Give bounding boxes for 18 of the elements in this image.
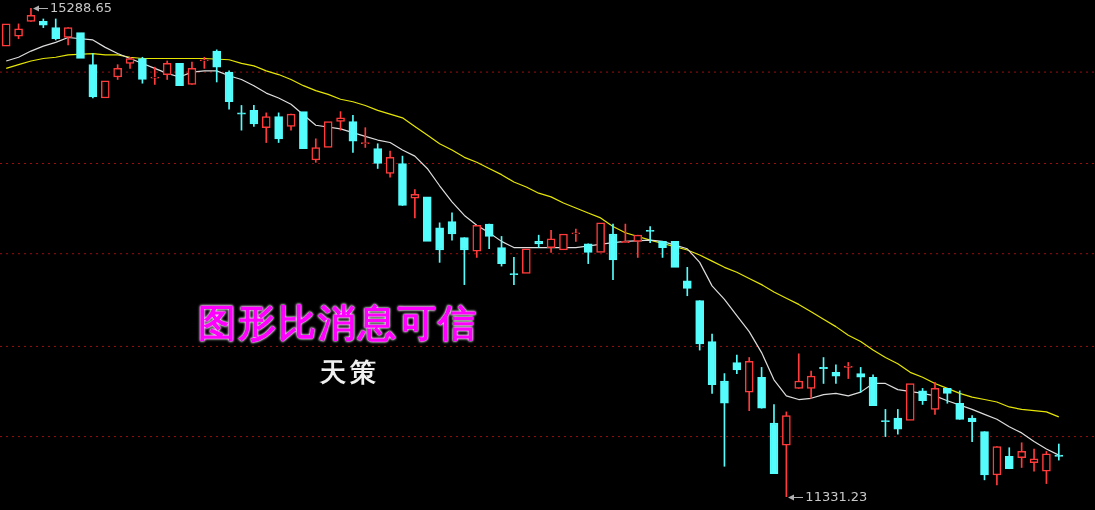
annotation: 天策 bbox=[320, 357, 380, 387]
candlestick bbox=[1054, 443, 1064, 461]
candlestick bbox=[534, 234, 544, 248]
candlestick bbox=[559, 233, 568, 251]
candlestick bbox=[670, 241, 680, 268]
annotation: 15288.65 bbox=[49, 0, 112, 16]
candlestick bbox=[967, 415, 977, 442]
candlestick bbox=[843, 362, 853, 379]
candlestick bbox=[100, 80, 110, 99]
annotation: 图形比消息可信 bbox=[198, 300, 478, 345]
candlestick bbox=[422, 196, 432, 242]
candlestick bbox=[150, 66, 160, 85]
annotation: 11331.23 bbox=[805, 489, 868, 505]
candlestick bbox=[794, 353, 804, 389]
candlestick bbox=[323, 121, 333, 148]
candlestick bbox=[905, 383, 915, 421]
candlestick bbox=[571, 228, 581, 242]
candlestick bbox=[521, 248, 531, 274]
